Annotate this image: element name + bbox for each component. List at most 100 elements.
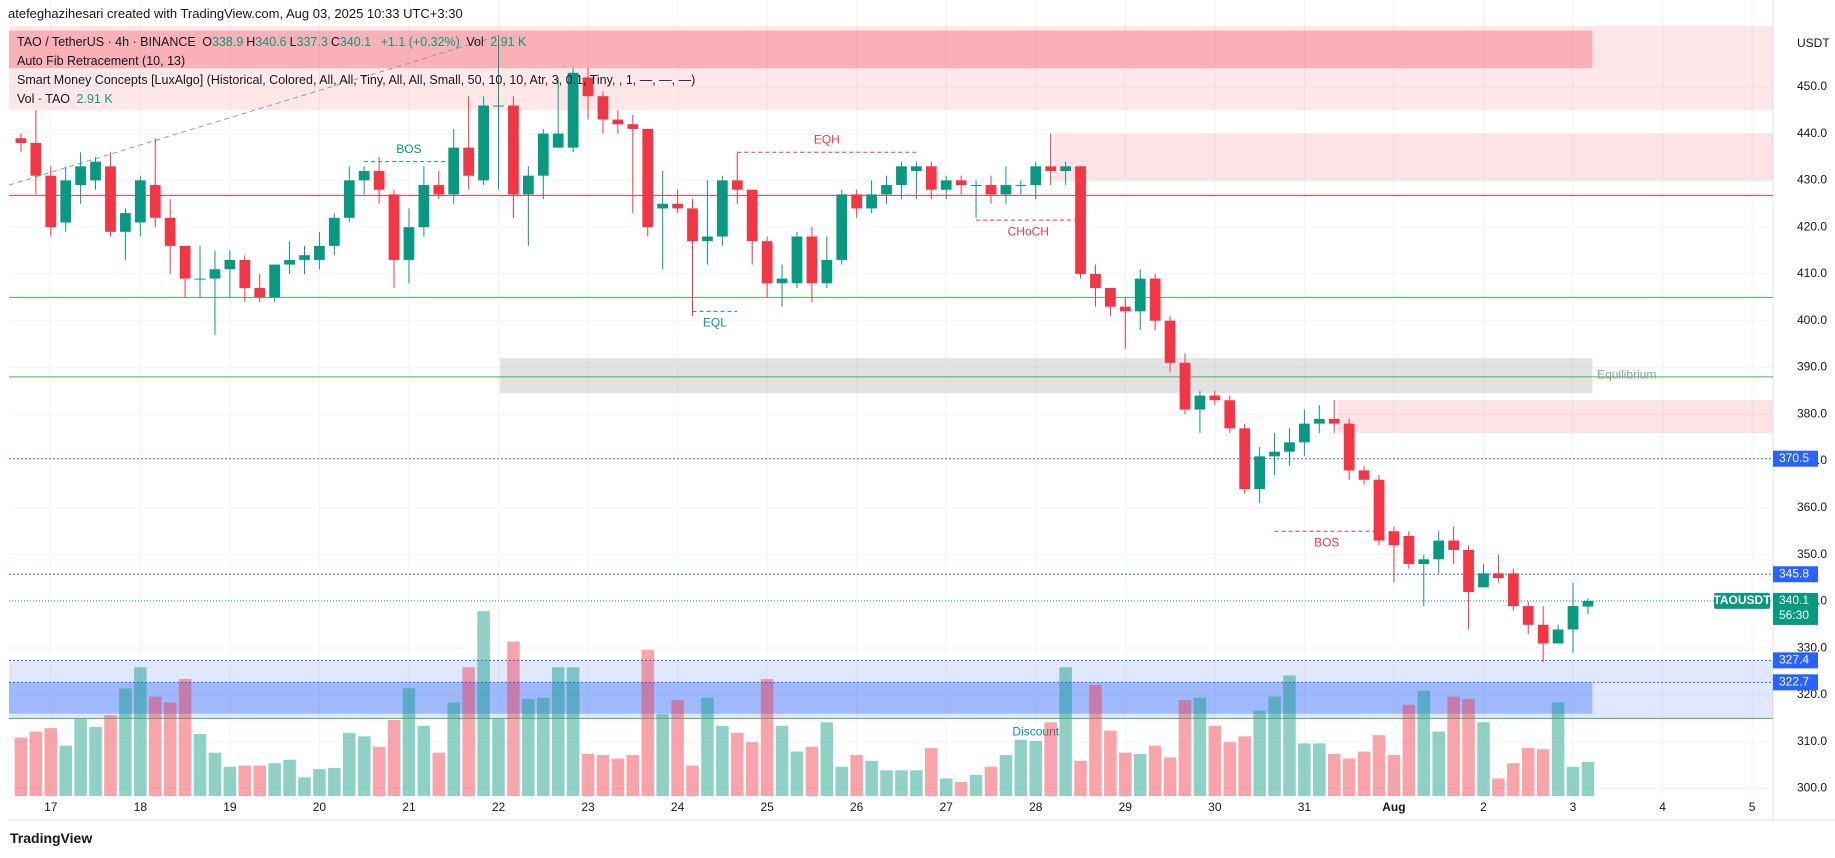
volume-bar — [1372, 735, 1386, 796]
last-price-tag — [1773, 592, 1818, 625]
ohlc-value: 340.6 — [255, 35, 287, 49]
volume-bar — [492, 718, 505, 796]
candle-body — [1090, 273, 1101, 288]
candle-body — [1522, 606, 1534, 625]
volume-bar — [134, 667, 147, 796]
volume-bar — [1462, 698, 1475, 796]
volume-bar — [1551, 702, 1565, 796]
y-tick-label: 440.0 — [1797, 126, 1827, 140]
candle-body — [418, 185, 430, 228]
candle-body — [1388, 531, 1400, 546]
y-tick-label: 310.0 — [1797, 734, 1827, 748]
candle-body — [866, 194, 877, 209]
y-tick-label: 360.0 — [1797, 500, 1827, 514]
candle-body — [328, 217, 340, 246]
volume-bar — [1536, 749, 1550, 796]
candle-body — [627, 124, 639, 129]
candle-body — [179, 245, 191, 279]
volume-bar — [1163, 757, 1177, 796]
volume-bar — [1566, 766, 1580, 796]
volume-bar — [969, 774, 983, 796]
volume-bar — [656, 714, 669, 796]
y-tick-label: 390.0 — [1797, 360, 1827, 374]
y-tick-label: 330.0 — [1797, 640, 1827, 654]
volume-bar — [417, 725, 431, 796]
volume-bar — [880, 770, 893, 796]
candle-body — [15, 138, 27, 143]
volume-bar — [1342, 758, 1356, 796]
volume-bar — [1327, 753, 1341, 796]
candle-body — [1582, 600, 1594, 607]
volume-bar — [1298, 743, 1311, 796]
candle-body — [1269, 451, 1280, 457]
candle-body — [1313, 418, 1325, 424]
volume-bar — [223, 766, 237, 796]
candle-body — [1149, 278, 1161, 321]
currency: USDT — [1797, 36, 1830, 50]
volume-bar — [357, 736, 371, 796]
volume-bar — [551, 667, 565, 796]
volume-bar — [820, 722, 834, 796]
candle-body — [1403, 535, 1415, 564]
footer: TradingView — [10, 830, 93, 846]
volume-bar — [611, 758, 625, 796]
candle-body — [1194, 395, 1206, 410]
candle-body — [1075, 166, 1086, 274]
candle-body — [388, 194, 400, 260]
volume-bar — [939, 778, 953, 796]
volume-bar — [1133, 753, 1147, 796]
volume-bar — [74, 718, 87, 796]
zone — [9, 660, 1773, 719]
volume-bar — [1357, 751, 1371, 796]
candle-body — [508, 105, 519, 195]
volume-bar — [1074, 760, 1087, 796]
volume-bar — [1477, 722, 1490, 796]
volume-bar — [328, 767, 341, 796]
legend-row: Vol · TAO 2.91 K — [17, 90, 695, 109]
candle-body — [761, 241, 773, 284]
candle-body — [925, 166, 937, 190]
x-tick-label: Aug — [1382, 800, 1405, 814]
candle-body — [75, 166, 87, 186]
volume-bar — [1253, 710, 1266, 796]
candle-body — [1239, 428, 1251, 490]
candle-body — [1060, 166, 1071, 172]
structure-label: EQH — [814, 132, 840, 146]
candle-body — [1134, 278, 1146, 312]
candle-body — [433, 185, 445, 195]
y-tick-label: 400.0 — [1797, 313, 1827, 327]
candle-body — [1358, 470, 1370, 480]
candle-body — [1478, 573, 1489, 588]
price-tag-label: 345.8 — [1779, 566, 1809, 580]
x-tick-label: 17 — [44, 800, 58, 814]
candle-body — [120, 213, 131, 232]
candle-body — [90, 161, 101, 181]
volume-bar — [283, 759, 296, 796]
y-tick-label: 380.0 — [1797, 406, 1827, 420]
legend-row: TAO / TetherUS · 4h · BINANCE O338.9 H340… — [17, 33, 695, 52]
candle-body — [1448, 540, 1460, 550]
candle-body — [209, 269, 221, 279]
zone-label: Equilibrium — [1597, 368, 1656, 382]
zone — [499, 358, 1593, 394]
ohlc-key: H — [246, 35, 256, 49]
volume-bar — [432, 752, 446, 796]
candle-body — [373, 171, 385, 190]
volume-bar — [1447, 696, 1460, 796]
symbol-tag-label: TAOUSDT — [1713, 593, 1771, 607]
vol: 2.91 K — [490, 35, 527, 49]
candle-body — [149, 185, 161, 218]
candle-body — [1119, 306, 1131, 312]
volume-bar — [1119, 752, 1132, 796]
candle-body — [1045, 166, 1057, 172]
x-tick-label: 20 — [313, 800, 327, 814]
price-tag-label: 370.5 — [1779, 451, 1809, 465]
candle-body — [463, 147, 475, 176]
candle-body — [896, 166, 907, 186]
structure-label: CHoCH — [1008, 224, 1049, 238]
candle-body — [567, 72, 579, 148]
zone-label: Discount — [1012, 725, 1059, 739]
volume-bar — [865, 760, 878, 796]
candle-body — [1224, 400, 1236, 429]
candle-body — [1507, 573, 1519, 607]
